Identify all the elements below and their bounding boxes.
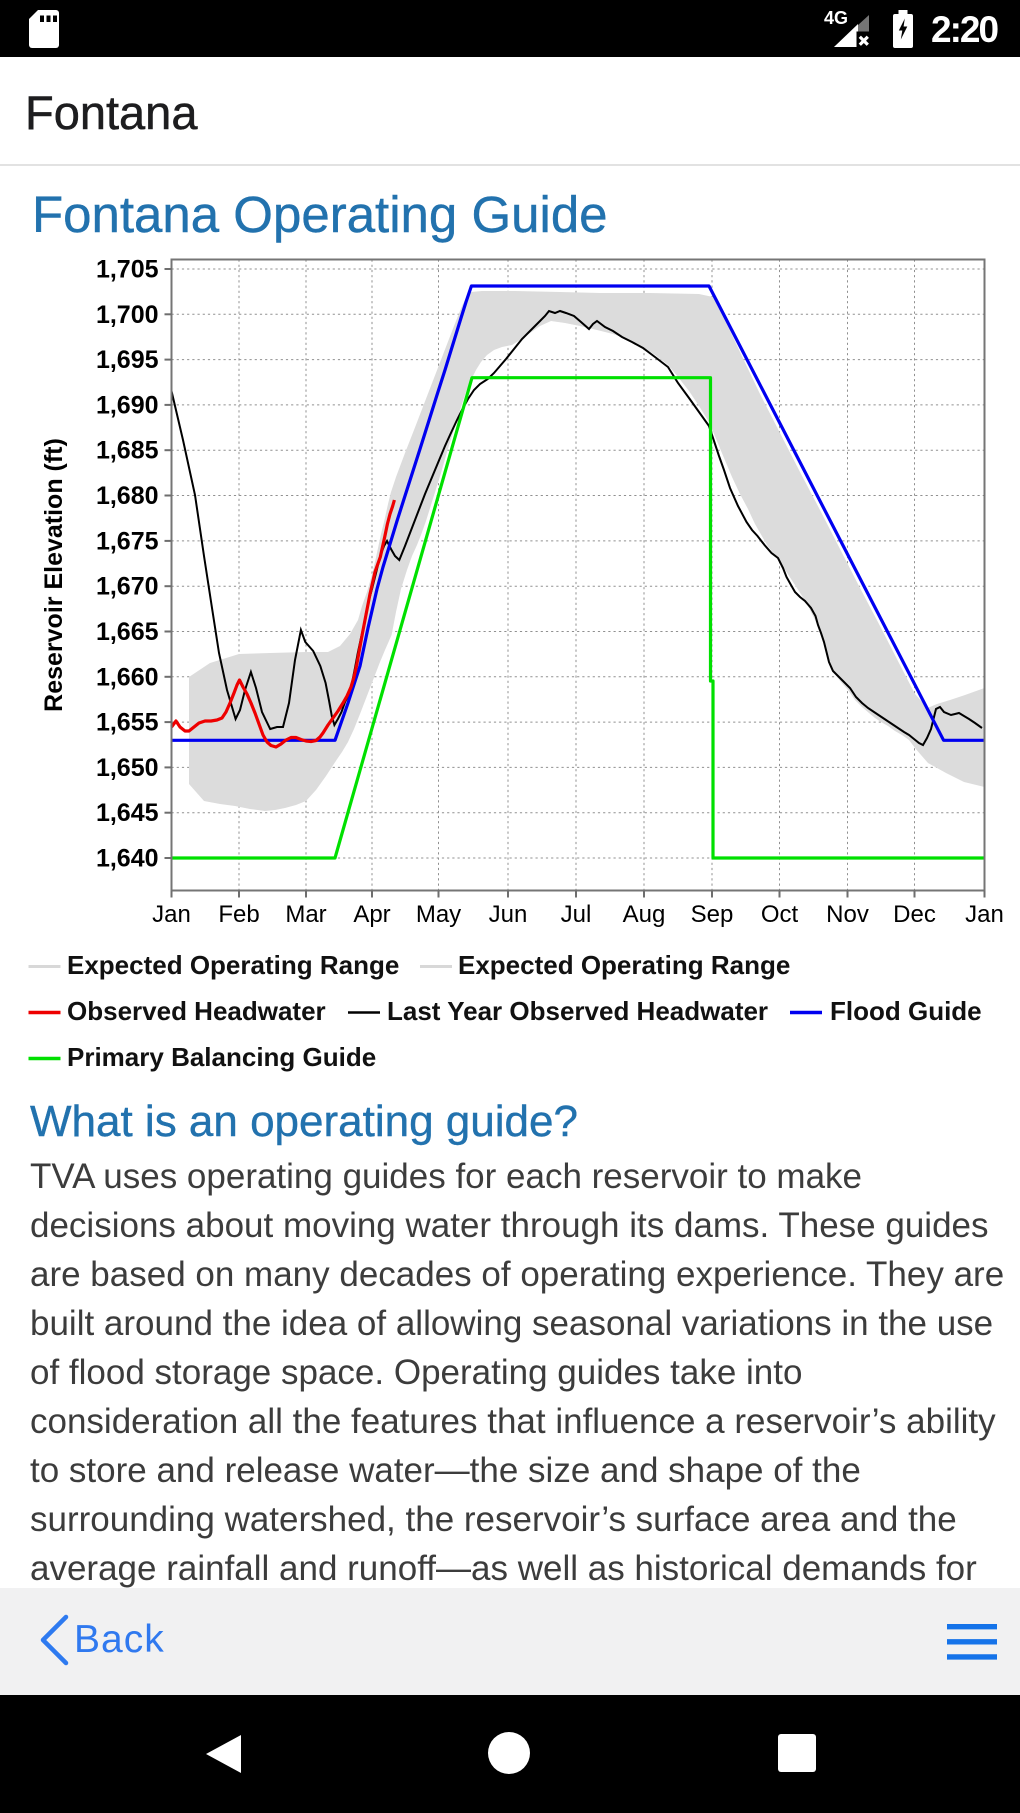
svg-text:1,700: 1,700: [96, 301, 159, 329]
svg-text:1,650: 1,650: [96, 754, 159, 782]
svg-text:1,655: 1,655: [96, 709, 159, 737]
svg-text:1,640: 1,640: [96, 845, 159, 873]
svg-text:Apr: Apr: [353, 901, 390, 928]
svg-text:Mar: Mar: [285, 901, 326, 928]
svg-text:Aug: Aug: [623, 901, 666, 928]
svg-text:1,705: 1,705: [96, 256, 159, 284]
svg-text:Nov: Nov: [826, 901, 869, 928]
svg-text:1,680: 1,680: [96, 482, 159, 510]
svg-text:1,690: 1,690: [96, 391, 159, 419]
svg-text:May: May: [416, 901, 461, 928]
svg-text:1,675: 1,675: [96, 527, 159, 555]
svg-text:Reservoir Elevation (ft): Reservoir Elevation (ft): [40, 438, 68, 712]
svg-text:Jul: Jul: [561, 901, 592, 928]
svg-text:1,670: 1,670: [96, 573, 159, 601]
svg-text:Jan: Jan: [965, 901, 1004, 928]
svg-text:Feb: Feb: [218, 901, 259, 928]
svg-text:Dec: Dec: [893, 901, 936, 928]
svg-text:1,695: 1,695: [96, 346, 159, 374]
svg-text:1,645: 1,645: [96, 799, 159, 827]
svg-text:1,660: 1,660: [96, 663, 159, 691]
svg-text:Jun: Jun: [489, 901, 528, 928]
svg-text:1,685: 1,685: [96, 437, 159, 465]
svg-text:Oct: Oct: [761, 901, 799, 928]
svg-text:Jan: Jan: [152, 901, 191, 928]
svg-text:Sep: Sep: [691, 901, 734, 928]
svg-text:1,665: 1,665: [96, 618, 159, 646]
